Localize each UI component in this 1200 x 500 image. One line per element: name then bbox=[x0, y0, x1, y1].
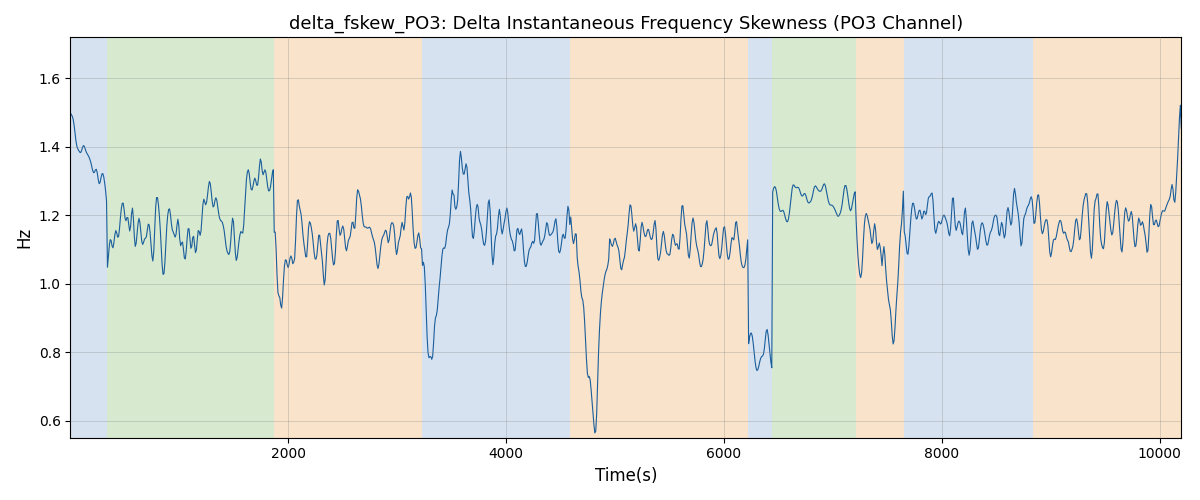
Bar bbox=[904, 38, 1033, 438]
Title: delta_fskew_PO3: Delta Instantaneous Frequency Skewness (PO3 Channel): delta_fskew_PO3: Delta Instantaneous Fre… bbox=[289, 15, 962, 34]
X-axis label: Time(s): Time(s) bbox=[595, 467, 658, 485]
Bar bbox=[274, 38, 422, 438]
Bar bbox=[772, 38, 856, 438]
Bar bbox=[1033, 38, 1181, 438]
Y-axis label: Hz: Hz bbox=[14, 227, 32, 248]
Bar bbox=[748, 38, 772, 438]
Bar bbox=[570, 38, 748, 438]
Bar bbox=[71, 38, 108, 438]
Bar bbox=[108, 38, 274, 438]
Bar bbox=[856, 38, 904, 438]
Bar bbox=[422, 38, 570, 438]
